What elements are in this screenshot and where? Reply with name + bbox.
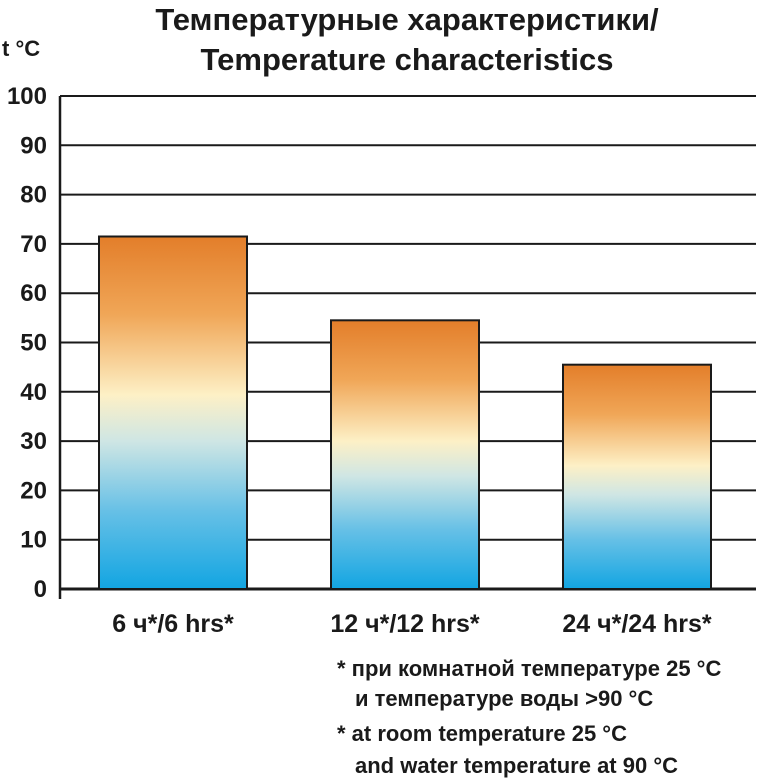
bars bbox=[98, 235, 712, 590]
y-tick-label-70: 70 bbox=[20, 231, 47, 258]
footnote-ru-line-2: и температуре воды >90 °C bbox=[355, 686, 653, 711]
x-category-label-3: 24 ч*/24 hrs* bbox=[562, 610, 712, 638]
y-tick-label-40: 40 bbox=[20, 379, 47, 406]
bar-2 bbox=[330, 319, 480, 590]
bar-3 bbox=[562, 363, 712, 590]
y-tick-label-60: 60 bbox=[20, 280, 47, 307]
y-axis-label: t °C bbox=[2, 36, 40, 61]
y-tick-label-100: 100 bbox=[7, 83, 47, 110]
y-tick-labels: 0 10 20 30 40 50 60 70 80 90 100 bbox=[7, 83, 47, 603]
y-tick-label-50: 50 bbox=[20, 330, 47, 357]
footnote-ru-line-1: * при комнатной температуре 25 °C bbox=[337, 656, 721, 681]
x-category-labels: 6 ч*/6 hrs* 12 ч*/12 hrs* 24 ч*/24 hrs* bbox=[112, 610, 712, 638]
x-category-label-2: 12 ч*/12 hrs* bbox=[330, 610, 480, 638]
footnote-en-line-1: * at room temperature 25 °C bbox=[337, 721, 627, 746]
y-tick-label-0: 0 bbox=[34, 576, 47, 603]
y-tick-label-80: 80 bbox=[20, 182, 47, 209]
y-tick-label-10: 10 bbox=[20, 527, 47, 554]
y-tick-label-20: 20 bbox=[20, 477, 47, 504]
chart-title-line-2: Temperature characteristics bbox=[201, 42, 614, 77]
chart-title-line-1: Температурные характеристики/ bbox=[155, 2, 659, 37]
footnotes: * при комнатной температуре 25 °C и темп… bbox=[337, 656, 721, 778]
y-tick-label-90: 90 bbox=[20, 132, 47, 159]
footnote-en-line-2: and water temperature at 90 °C bbox=[355, 753, 678, 778]
x-category-label-1: 6 ч*/6 hrs* bbox=[112, 610, 234, 638]
y-tick-label-30: 30 bbox=[20, 428, 47, 455]
bar-1 bbox=[98, 235, 248, 590]
